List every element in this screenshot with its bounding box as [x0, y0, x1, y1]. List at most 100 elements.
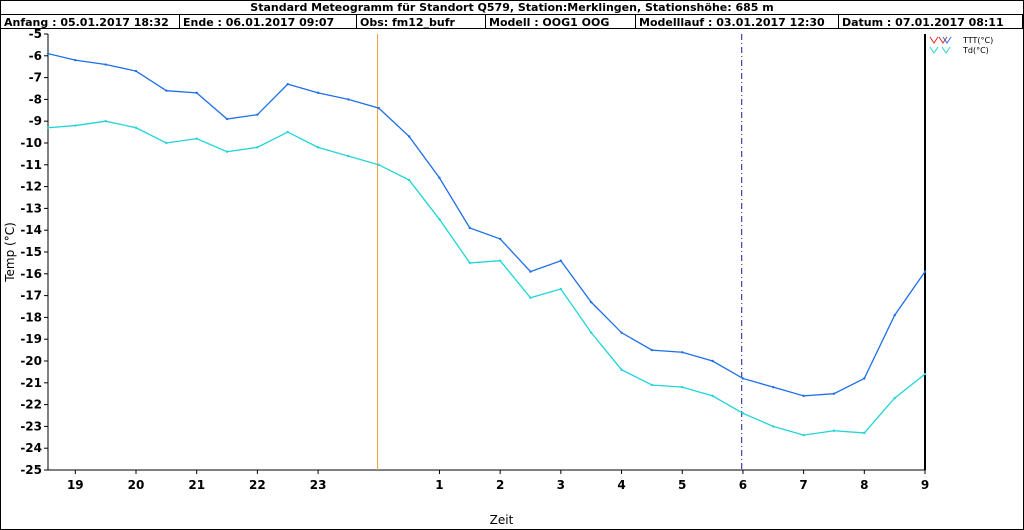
- data-point-ttt: [893, 314, 896, 317]
- legend-label-ttt: TTT(°C): [962, 36, 993, 45]
- legend-td-icon: [929, 46, 939, 54]
- y-tick-label: -20: [20, 354, 42, 368]
- data-point-ttt: [104, 63, 107, 66]
- data-point-ttt: [468, 226, 472, 230]
- data-point-td: [589, 331, 593, 334]
- data-point-td: [438, 218, 441, 221]
- data-point-ttt: [134, 69, 138, 73]
- data-point-td: [529, 296, 532, 299]
- data-point-td: [46, 126, 50, 129]
- info-date: Datum : 07.01.2017 08:11: [838, 14, 1023, 29]
- data-point-td: [620, 368, 623, 371]
- data-point-ttt: [347, 98, 350, 101]
- data-point-ttt: [438, 176, 441, 180]
- data-point-td: [165, 141, 168, 145]
- data-point-td: [650, 383, 654, 387]
- y-tick-label: -19: [20, 332, 42, 346]
- data-point-ttt: [46, 52, 50, 55]
- legend-label-td: Td(°C): [962, 46, 989, 55]
- data-point-td: [711, 394, 714, 398]
- y-tick-label: -7: [29, 71, 42, 85]
- data-point-ttt: [923, 270, 927, 273]
- data-point-td: [377, 163, 380, 166]
- y-tick-label: -6: [29, 49, 42, 63]
- data-point-ttt: [165, 89, 168, 92]
- legend-ttt-red-icon: [929, 36, 939, 44]
- x-tick-label: 9: [921, 478, 929, 492]
- data-point-td: [407, 178, 411, 182]
- x-tick-label: 23: [310, 478, 327, 492]
- y-tick-label: -9: [29, 114, 42, 128]
- x-tick-label: 22: [249, 478, 266, 492]
- data-point-ttt: [498, 237, 502, 241]
- data-point-td: [923, 372, 927, 376]
- data-point-ttt: [620, 331, 623, 334]
- y-tick-label: -18: [20, 310, 42, 324]
- y-tick-label: -8: [29, 92, 42, 106]
- data-point-ttt: [316, 91, 320, 95]
- y-tick-label: -16: [20, 267, 42, 281]
- x-tick-label: 6: [739, 478, 747, 492]
- data-point-td: [468, 261, 472, 265]
- data-point-ttt: [407, 135, 411, 138]
- data-point-td: [681, 385, 684, 389]
- x-tick-label: 3: [557, 478, 565, 492]
- data-point-ttt: [772, 385, 775, 389]
- data-point-td: [772, 425, 775, 428]
- data-point-td: [893, 396, 896, 400]
- legend-ttt-red-icon: [938, 36, 948, 44]
- y-tick-label: -22: [20, 398, 42, 412]
- data-point-ttt: [681, 351, 684, 354]
- x-tick-label: 8: [860, 478, 868, 492]
- x-tick-label: 20: [128, 478, 145, 492]
- data-point-ttt: [529, 270, 532, 273]
- y-tick-label: -24: [20, 441, 42, 455]
- data-point-td: [134, 126, 138, 129]
- data-point-ttt: [377, 106, 380, 110]
- y-tick-label: -12: [20, 180, 42, 194]
- data-point-ttt: [802, 394, 805, 398]
- y-axis-label: Temp (°C): [3, 222, 17, 283]
- legend-td-icon: [941, 46, 951, 54]
- x-tick-label: 5: [678, 478, 686, 492]
- plot-area: -5 -6 -7 -8 -9 -10 -11 -12 -13 -14 -15 -16 -17 -18 -19…: [3, 27, 993, 527]
- data-point-td: [104, 120, 107, 123]
- y-tick-label: -17: [20, 289, 42, 303]
- y-tick-label: -21: [20, 376, 42, 390]
- x-tick-label: 21: [188, 478, 205, 492]
- x-tick-label: 4: [617, 478, 625, 492]
- data-point-td: [863, 431, 866, 435]
- data-point-td: [256, 146, 259, 149]
- data-point-ttt: [832, 392, 836, 395]
- data-point-td: [832, 429, 836, 432]
- data-point-td: [559, 287, 563, 291]
- data-point-td: [225, 150, 229, 153]
- data-point-ttt: [650, 348, 654, 352]
- data-point-td: [498, 259, 502, 262]
- data-point-td: [286, 130, 289, 134]
- data-point-td: [802, 433, 805, 437]
- series-line-ttt: [47, 52, 926, 397]
- data-point-td: [195, 137, 198, 140]
- y-tick-label: -23: [20, 419, 42, 433]
- x-tick-label: 19: [67, 478, 84, 492]
- y-tick-label: -14: [20, 223, 42, 237]
- x-tick-label: 1: [435, 478, 443, 492]
- data-point-td: [741, 412, 745, 415]
- data-point-ttt: [711, 359, 714, 363]
- data-point-ttt: [286, 82, 289, 86]
- data-point-td: [347, 154, 350, 158]
- data-point-ttt: [256, 113, 259, 116]
- y-tick-label: -10: [20, 136, 42, 150]
- x-tick-label: 2: [496, 478, 504, 492]
- series-line-td: [47, 120, 926, 436]
- data-point-td: [316, 146, 320, 149]
- data-point-ttt: [863, 377, 866, 380]
- x-tick-label: 7: [799, 478, 807, 492]
- y-tick-label: -15: [20, 245, 42, 259]
- data-point-ttt: [559, 259, 563, 262]
- data-point-ttt: [195, 91, 198, 95]
- data-point-ttt: [589, 300, 593, 304]
- x-axis-label: Zeit: [490, 513, 514, 527]
